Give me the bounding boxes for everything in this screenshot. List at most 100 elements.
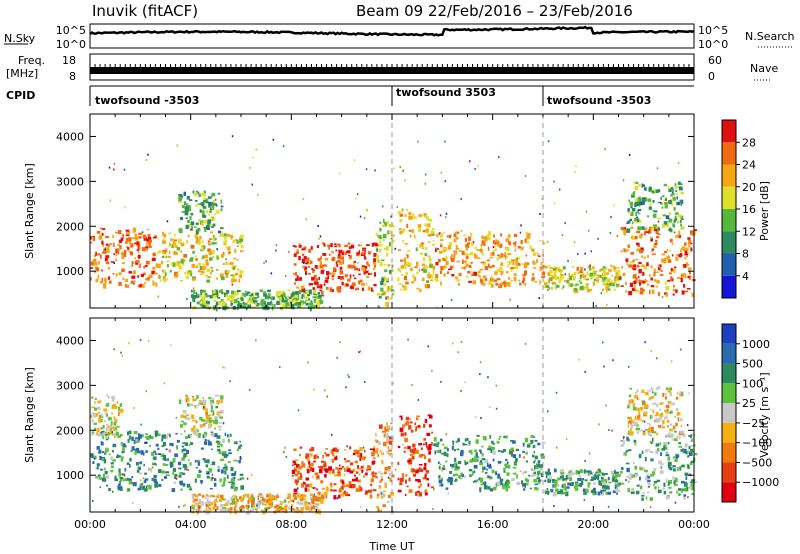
data-cell — [668, 487, 672, 489]
data-cell — [446, 479, 449, 481]
data-cell — [424, 283, 428, 289]
data-cell — [639, 485, 643, 490]
data-cell — [690, 460, 695, 464]
data-cell — [503, 435, 506, 438]
data-cell — [526, 479, 530, 483]
data-cell — [669, 428, 673, 432]
data-cell — [139, 461, 143, 465]
data-cell — [397, 489, 402, 493]
data-cell — [637, 264, 640, 268]
data-cell — [623, 229, 627, 234]
data-cell — [239, 506, 241, 509]
data-cell — [417, 398, 420, 401]
data-cell — [506, 479, 509, 483]
data-cell — [313, 299, 316, 303]
data-cell — [105, 394, 109, 397]
data-cell — [176, 273, 179, 278]
data-cell — [659, 264, 662, 268]
data-cell — [377, 507, 380, 512]
data-cell — [93, 457, 96, 460]
data-cell — [574, 170, 576, 173]
data-cell — [234, 501, 238, 505]
data-cell — [214, 294, 217, 299]
data-cell — [481, 458, 486, 461]
data-cell — [470, 452, 473, 455]
data-cell — [230, 478, 235, 482]
data-cell — [505, 464, 510, 468]
data-cell — [626, 475, 630, 478]
data-cell — [511, 478, 515, 481]
data-cell — [182, 409, 187, 414]
data-cell — [637, 276, 640, 278]
data-cell — [524, 342, 527, 345]
data-cell — [110, 396, 114, 399]
data-cell — [256, 304, 259, 307]
data-cell — [686, 288, 691, 290]
data-cell — [128, 430, 132, 434]
data-cell — [172, 241, 175, 245]
data-cell — [212, 506, 216, 511]
data-cell — [333, 267, 336, 272]
data-cell — [183, 254, 187, 258]
data-cell — [191, 506, 195, 510]
data-cell — [143, 463, 145, 467]
data-cell — [224, 503, 229, 506]
data-cell — [525, 232, 528, 236]
data-cell — [383, 283, 387, 286]
data-cell — [497, 473, 500, 478]
data-cell — [626, 436, 629, 441]
data-cell — [684, 290, 688, 293]
data-cell — [539, 468, 544, 471]
data-cell — [529, 245, 532, 250]
data-cell — [184, 205, 187, 210]
data-cell — [199, 510, 202, 513]
data-cell — [467, 270, 471, 274]
data-cell — [174, 271, 178, 277]
data-cell — [410, 429, 414, 433]
data-cell — [488, 465, 492, 469]
data-cell — [335, 261, 338, 265]
data-cell — [234, 299, 238, 303]
data-cell — [450, 481, 453, 485]
data-cell — [571, 472, 575, 475]
data-cell — [127, 431, 129, 436]
data-cell — [638, 212, 641, 215]
data-cell — [602, 272, 607, 276]
data-cell — [141, 482, 144, 485]
data-cell — [110, 421, 113, 426]
data-cell — [431, 228, 435, 230]
data-cell — [565, 488, 567, 492]
data-cell — [385, 302, 389, 307]
data-cell — [690, 247, 693, 252]
data-cell — [107, 431, 110, 436]
data-cell — [326, 395, 328, 398]
data-cell — [244, 493, 247, 497]
data-cell — [405, 282, 409, 285]
data-cell — [125, 234, 130, 237]
data-cell — [245, 505, 248, 507]
data-cell — [103, 459, 107, 464]
data-cell — [649, 202, 652, 206]
data-cell — [387, 446, 390, 449]
data-cell — [220, 395, 224, 400]
data-cell — [475, 439, 479, 444]
data-cell — [475, 456, 480, 459]
data-cell — [670, 434, 674, 437]
data-cell — [548, 476, 553, 479]
data-cell — [429, 415, 433, 419]
data-cell — [508, 449, 512, 451]
data-cell — [257, 495, 260, 500]
data-cell — [141, 231, 144, 234]
data-cell — [665, 293, 669, 297]
data-cell — [679, 394, 684, 397]
data-cell — [628, 211, 632, 214]
data-cell — [199, 235, 202, 240]
data-cell — [222, 508, 226, 512]
data-cell — [656, 449, 659, 451]
data-cell — [595, 305, 597, 307]
data-cell — [593, 482, 596, 485]
data-cell — [545, 474, 548, 479]
data-cell — [338, 253, 341, 257]
data-cell — [423, 423, 426, 428]
data-cell — [318, 496, 323, 499]
